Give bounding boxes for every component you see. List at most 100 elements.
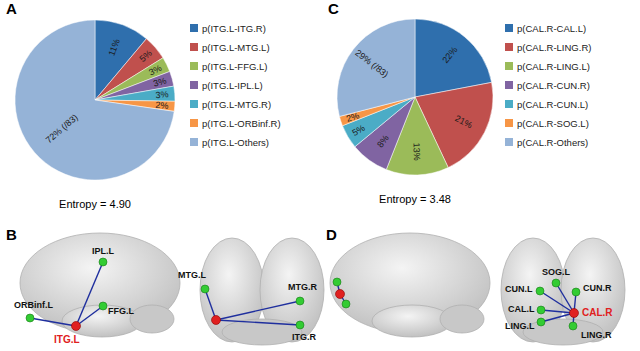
legend-swatch xyxy=(190,62,198,70)
legend-entry: p(CAL.R-Others) xyxy=(517,137,588,148)
legend-swatch xyxy=(505,81,513,89)
panel-title: D xyxy=(326,226,337,243)
seed-node xyxy=(336,290,345,299)
node xyxy=(99,302,107,310)
node xyxy=(296,297,304,305)
panel-title: B xyxy=(6,226,17,243)
data-label: 22% xyxy=(440,45,459,65)
legend-entry: p(CAL.R-CUN.L) xyxy=(517,99,588,110)
node-label: ORBinf.L xyxy=(14,300,53,310)
legend-swatch xyxy=(190,81,198,89)
data-label: 8% xyxy=(375,133,391,149)
data-label: 5% xyxy=(350,123,366,138)
node-label: LING.L xyxy=(505,321,535,331)
data-label: 29% (/83) xyxy=(353,48,390,80)
node-label: MTG.R xyxy=(288,282,317,292)
legend-swatch xyxy=(505,43,513,51)
figure: A11%5%3%3%3%2%72% (/83)p(ITG.L-ITG.R)p(I… xyxy=(0,0,640,351)
seed-node xyxy=(72,322,81,331)
legend-swatch xyxy=(505,100,513,108)
pie: 22% 21% 13% 8% 5%2% 29% (/83) xyxy=(337,19,493,175)
legend-entry: p(ITG.L-ORBinf.R) xyxy=(202,118,281,129)
legend-entry: p(ITG.L-MTG.L) xyxy=(202,42,270,53)
edge xyxy=(216,301,300,320)
pie-panel: A11%5%3%3%3%2%72% (/83)p(ITG.L-ITG.R)p(I… xyxy=(6,0,281,210)
node xyxy=(342,300,350,308)
node-label: CAL.L xyxy=(508,304,535,314)
legend: p(CAL.R-CAL.L) p(CAL.R-LING.R) p(CAL.R-LIN… xyxy=(505,23,591,148)
pie-slice xyxy=(337,19,415,116)
seed-label: ITG.L xyxy=(54,334,80,345)
legend-entry: p(CAL.R-SOG.L) xyxy=(517,118,589,129)
edge xyxy=(76,262,103,326)
legend-entry: p(CAL.R-LING.L) xyxy=(517,61,590,72)
node-label: CUN.R xyxy=(583,283,612,293)
data-label: 5% xyxy=(138,48,154,64)
entropy-label: Entropy = 3.48 xyxy=(379,193,451,205)
node xyxy=(569,322,577,330)
node xyxy=(26,314,34,322)
legend-entry: p(CAL.R-CAL.L) xyxy=(517,23,586,34)
data-label: 2% xyxy=(345,110,360,124)
data-label: 3% xyxy=(152,76,167,89)
edge xyxy=(541,313,574,322)
node xyxy=(333,278,341,286)
edge xyxy=(30,318,76,326)
pie-slice xyxy=(95,86,175,101)
cerebellum xyxy=(440,305,484,333)
node xyxy=(552,279,560,287)
legend-entry: p(ITG.L-MTG.R) xyxy=(202,99,271,110)
legend-entry: p(ITG.L-Others) xyxy=(202,137,269,148)
pie: 11%5%3%3%3%2%72% (/83) xyxy=(15,20,175,180)
legend-swatch xyxy=(505,24,513,32)
data-label: 13% xyxy=(411,142,422,160)
legend-entry: p(ITG.L-IPL.L) xyxy=(202,80,263,91)
data-label: 3% xyxy=(147,63,163,78)
legend-swatch xyxy=(505,119,513,127)
pie-slice xyxy=(15,20,174,180)
node-label: CUN.L xyxy=(505,284,533,294)
edge xyxy=(556,283,574,313)
legend-entry: p(ITG.L-FFG.L) xyxy=(202,61,267,72)
node xyxy=(572,288,580,296)
edge xyxy=(541,310,574,313)
network-panel: BITG.LIPL.LFFG.LORBinf.LMTG.LMTG.RITG.R xyxy=(6,226,324,345)
legend-entry: p(CAL.R-LING.R) xyxy=(517,42,591,53)
node xyxy=(537,306,545,314)
data-label: 2% xyxy=(155,100,169,111)
legend-swatch xyxy=(505,138,513,146)
node-label: LING.R xyxy=(581,330,612,340)
panel-title: C xyxy=(328,0,339,17)
seed-label: CAL.R xyxy=(582,307,613,318)
seed-node xyxy=(212,316,221,325)
legend-entry: p(CAL.R-CUN.R) xyxy=(517,80,590,91)
data-label: 72% (/83) xyxy=(44,112,80,145)
pie-panel: C22%21%13%8%5%2%29% (/83)p(CAL.R-CAL.L)p… xyxy=(328,0,591,205)
legend-swatch xyxy=(190,24,198,32)
network-panel: D CAL.R CUN.L SOG.L CUN.R CAL.L LING.L LING.R xyxy=(326,226,625,345)
node-label: SOG.L xyxy=(542,267,571,277)
node-label: ITG.R xyxy=(292,332,316,342)
legend-entry: p(ITG.L-ITG.R) xyxy=(202,23,266,34)
legend-swatch xyxy=(190,119,198,127)
edge xyxy=(76,306,103,326)
data-label: 3% xyxy=(155,89,169,100)
cerebellum xyxy=(130,305,174,333)
panel-title: A xyxy=(6,0,17,17)
node xyxy=(536,287,544,295)
legend-swatch xyxy=(190,138,198,146)
node xyxy=(296,321,304,329)
node-label: IPL.L xyxy=(92,246,115,256)
node-label: MTG.L xyxy=(178,270,206,280)
edge xyxy=(205,289,216,320)
node xyxy=(99,258,107,266)
data-label: 21% xyxy=(453,113,474,130)
seed-node xyxy=(570,309,579,318)
entropy-label: Entropy = 4.90 xyxy=(59,198,131,210)
edge xyxy=(216,320,300,325)
node xyxy=(201,285,209,293)
legend-swatch xyxy=(505,62,513,70)
node xyxy=(537,318,545,326)
legend-swatch xyxy=(190,100,198,108)
legend: p(ITG.L-ITG.R) p(ITG.L-MTG.L) p(ITG.L-FFG.… xyxy=(190,23,281,148)
